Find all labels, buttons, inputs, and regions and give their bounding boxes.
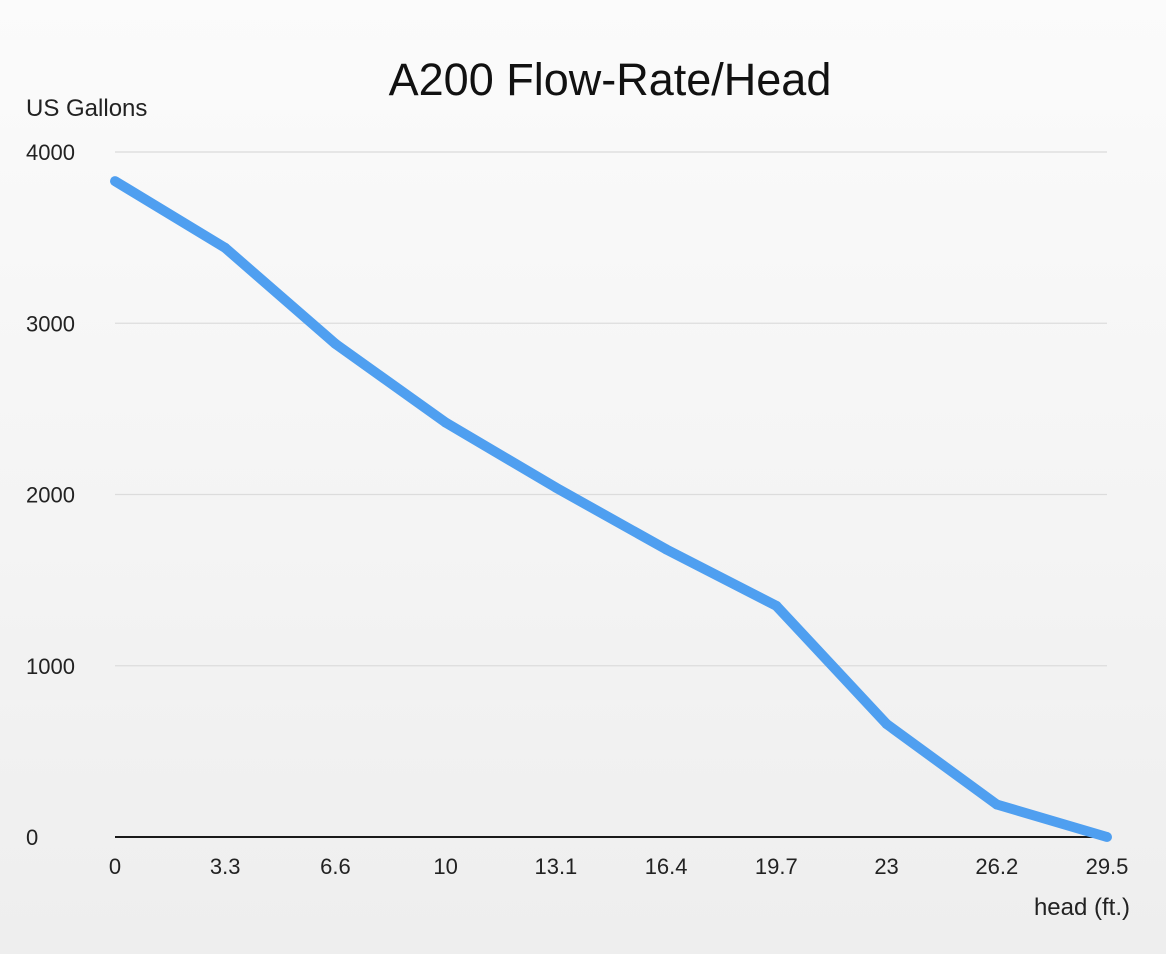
x-tick-label: 3.3 — [210, 854, 241, 879]
y-tick-label: 3000 — [26, 311, 75, 336]
x-tick-label: 10 — [433, 854, 457, 879]
x-tick-label: 29.5 — [1086, 854, 1129, 879]
x-tick-label: 13.1 — [534, 854, 577, 879]
data-point — [550, 482, 561, 493]
x-tick-labels: 0 3.3 6.6 10 13.1 16.4 19.7 23 26.2 29.5 — [109, 854, 1129, 879]
y-tick-label: 2000 — [26, 483, 75, 508]
data-point — [991, 799, 1002, 810]
data-point — [220, 242, 231, 253]
data-point — [661, 544, 672, 555]
data-point — [1102, 832, 1112, 842]
x-tick-label: 23 — [874, 854, 898, 879]
x-tick-label: 26.2 — [975, 854, 1018, 879]
y-tick-label: 4000 — [26, 140, 75, 165]
data-point — [110, 176, 120, 187]
data-point — [881, 718, 892, 729]
y-tick-label: 0 — [26, 825, 38, 850]
gridlines — [115, 151, 1107, 667]
data-point — [330, 338, 341, 349]
series-layer — [110, 176, 1112, 842]
y-tick-label: 1000 — [26, 654, 75, 679]
data-point — [771, 600, 782, 611]
series-line-0 — [112, 176, 1109, 842]
chart-title: A200 Flow-Rate/Head — [389, 54, 832, 105]
data-point — [440, 417, 451, 428]
x-tick-label: 6.6 — [320, 854, 351, 879]
x-tick-label: 0 — [109, 854, 121, 879]
x-axis-label: head (ft.) — [1034, 894, 1130, 921]
y-axis-label: US Gallons — [26, 95, 147, 122]
x-tick-label: 19.7 — [755, 854, 798, 879]
x-tick-label: 16.4 — [645, 854, 688, 879]
y-tick-labels: 0 1000 2000 3000 4000 — [26, 140, 75, 850]
